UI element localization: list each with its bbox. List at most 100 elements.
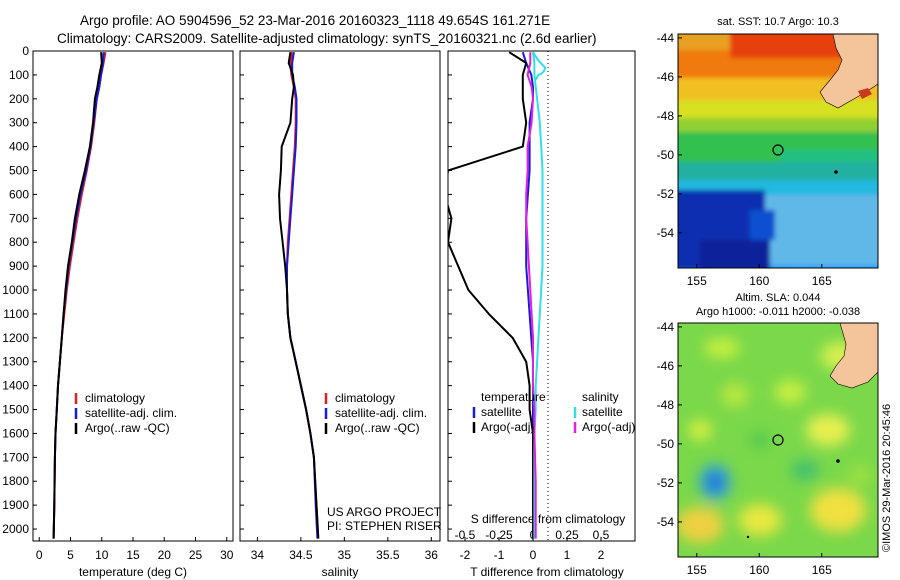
difference-x-tick-label: -2 [460, 548, 471, 562]
depth-tick-label: 700 [9, 211, 29, 225]
sla-lat-tick-label: -46 [657, 359, 675, 373]
legend-label-salinity-argo-adj: Argo(-adj) [582, 420, 635, 434]
temperature-x-tick-label: 20 [158, 548, 172, 562]
salinity-x-tick-label: 34.5 [289, 548, 313, 562]
depth-tick-label: 1700 [2, 450, 29, 464]
temperature-x-tick-label: 0 [36, 548, 43, 562]
sst-map-title: sat. SST: 10.7 Argo: 10.3 [717, 16, 839, 28]
sla-lat-tick-label: -52 [657, 476, 675, 490]
salinity-x-tick-label: 35 [338, 548, 352, 562]
depth-tick-label: 300 [9, 116, 29, 130]
legend-label-temperature-satellite: satellite [481, 405, 522, 419]
sst-map [678, 34, 878, 268]
legend-label-argo-raw-qc: Argo(..raw -QC) [335, 421, 420, 435]
sla-map-title: Altim. SLA: 0.044 [736, 292, 821, 304]
depth-tick-label: 1200 [2, 331, 29, 345]
difference-x-label: T difference from climatology [470, 565, 624, 579]
sla-lon-tick-label: 165 [812, 563, 832, 577]
legend-label-climatology: climatology [335, 391, 395, 405]
sst-lat-tick-label: -48 [657, 109, 675, 123]
temperature-x-tick-label: 30 [220, 548, 234, 562]
difference-top-tick-label: -0.25 [485, 528, 513, 542]
sst-lat-tick-label: -52 [657, 187, 675, 201]
depth-tick-label: 1800 [2, 474, 29, 488]
sla-lat-tick-label: -44 [657, 320, 675, 334]
depth-tick-label: 1400 [2, 379, 29, 393]
salinity-series-argo-raw-qc [278, 52, 320, 539]
sst-float-marker [772, 144, 784, 156]
sst-lat-tick-label: -50 [657, 148, 675, 162]
sst-map-axes: -44 -46 -48 -50 -52 -54 155 160 165 [657, 31, 832, 288]
legend-label-temperature-argo-adj: Argo(-adj) [481, 420, 534, 434]
temperature-series-argo-raw-qc [52, 52, 103, 539]
difference-x-tick-label: -1 [494, 548, 505, 562]
temperature-x-tick-label: 15 [126, 548, 140, 562]
sla-map [678, 323, 878, 557]
legend-label-salinity-satellite: satellite [582, 405, 623, 419]
difference-top-tick-label: 0.5 [593, 528, 610, 542]
depth-tick-label: 1600 [2, 426, 29, 440]
depth-tick-label: 0 [22, 44, 29, 58]
sla-lat-tick-label: -48 [657, 398, 675, 412]
header-line-2: Climatology: CARS2009. Satellite-adjuste… [57, 31, 597, 46]
temperature-series-climatology [52, 52, 107, 539]
header-line-1: Argo profile: AO 5904596_52 23-Mar-2016 … [80, 13, 550, 28]
legend-label-satellite-adj-clim: satellite-adj. clim. [85, 406, 177, 420]
sst-lat-tick-label: -54 [657, 226, 675, 240]
sst-lat-tick-label: -46 [657, 70, 675, 84]
temperature-plot-frame [32, 50, 234, 542]
salinity-plot-frame [239, 50, 441, 542]
depth-tick-label: 500 [9, 164, 29, 178]
sst-lat-tick-label: -44 [657, 31, 675, 45]
depth-tick-label: 100 [9, 68, 29, 82]
difference-x-tick-label: 1 [564, 548, 571, 562]
depth-tick-label: 1500 [2, 403, 29, 417]
temperature-series-satellite-adj-clim [52, 52, 105, 539]
depth-tick-label: 400 [9, 140, 29, 154]
difference-series-temperature-argo-adj [448, 51, 534, 539]
sst-lon-tick-label: 165 [812, 274, 832, 288]
depth-tick-label: 1300 [2, 355, 29, 369]
sst-lon-tick-label: 155 [687, 274, 707, 288]
difference-plot-frame [447, 50, 636, 542]
salinity-x-axis: 34 34.5 35 35.5 36 [240, 50, 439, 562]
legend-label-satellite-adj-clim: satellite-adj. clim. [335, 406, 427, 420]
depth-tick-label: 800 [9, 235, 29, 249]
sla-lat-tick-label: -50 [657, 437, 675, 451]
sla-float-marker [772, 434, 784, 446]
difference-top-tick-label: 0.25 [555, 528, 579, 542]
depth-tick-label: 600 [9, 187, 29, 201]
depth-tick-label: 1900 [2, 498, 29, 512]
sla-lon-tick-label: 160 [749, 563, 769, 577]
temperature-series [52, 52, 107, 539]
depth-axis: 0 100 200 300 400 500 600 700 800 900 1000 1100 1200… [2, 44, 37, 536]
sst-lon-tick-label: 160 [749, 274, 769, 288]
difference-series [448, 51, 549, 541]
temperature-x-tick-label: 10 [95, 548, 109, 562]
salinity-series [278, 52, 320, 539]
difference-top-tick-label: -0.5 [455, 528, 476, 542]
difference-series-salinity-near-surface-4 [532, 51, 547, 81]
difference-x-tick-label: 0 [530, 548, 537, 562]
legend-heading-salinity: salinity [582, 390, 619, 404]
difference-x-tick-label: 2 [598, 548, 605, 562]
legend-label-argo-raw-qc: Argo(..raw -QC) [85, 421, 170, 435]
salinity-x-label: salinity [322, 565, 359, 579]
legend-heading-temperature: temperature [481, 390, 546, 404]
temperature-x-tick-label: 5 [67, 548, 74, 562]
credit-text: ©IMOS 29-Mar-2016 20:45:46 [881, 404, 893, 552]
depth-tick-label: 2000 [2, 522, 29, 536]
depth-tick-label: 200 [9, 92, 29, 106]
difference-series-salinity-satellite [532, 52, 544, 539]
salinity-x-tick-label: 36 [425, 548, 439, 562]
salinity-x-tick-label: 34 [251, 548, 265, 562]
legend-label-climatology: climatology [85, 391, 145, 405]
temperature-x-tick-label: 25 [189, 548, 203, 562]
sla-map-frame [677, 322, 879, 558]
depth-tick-label: 1100 [3, 307, 29, 321]
sla-lat-tick-label: -54 [657, 515, 675, 529]
